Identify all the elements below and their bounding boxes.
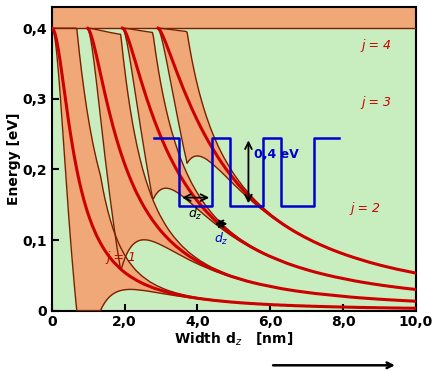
Text: 0,4 eV: 0,4 eV xyxy=(254,148,299,161)
Text: j = 2: j = 2 xyxy=(350,202,381,215)
Text: $d_z$: $d_z$ xyxy=(188,206,203,222)
Text: $d_z$: $d_z$ xyxy=(214,231,228,247)
Y-axis label: Energy [eV]: Energy [eV] xyxy=(7,112,21,205)
X-axis label: Width d$_z$   [nm]: Width d$_z$ [nm] xyxy=(174,331,293,348)
Text: j = 1: j = 1 xyxy=(106,251,136,264)
Text: j = 3: j = 3 xyxy=(361,96,391,109)
Text: j = 4: j = 4 xyxy=(361,39,391,52)
